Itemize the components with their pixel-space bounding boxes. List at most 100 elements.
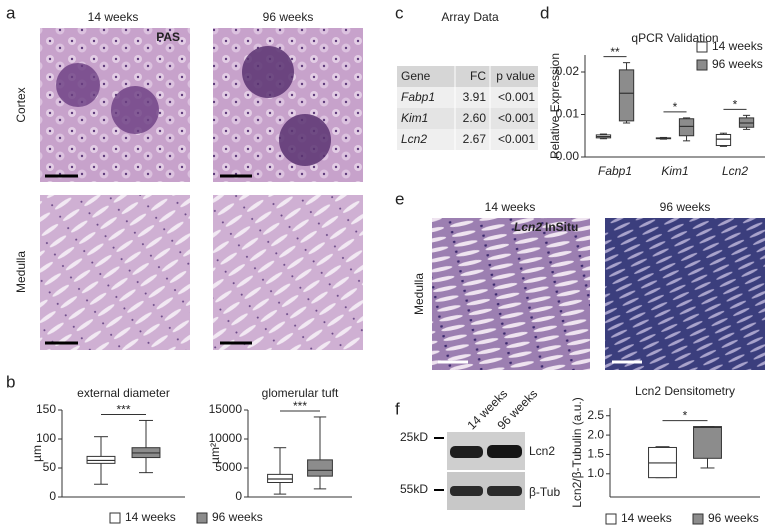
column-label: 14 weeks [485, 200, 536, 214]
stain-label: PAS [156, 30, 180, 44]
significance-label: ** [610, 45, 620, 59]
y-tick-label: 1.5 [587, 447, 604, 461]
box [715, 133, 732, 147]
y-tick-label: 50 [43, 460, 57, 474]
stain-gene: Lcn2 [514, 220, 542, 234]
table-header-row [397, 66, 538, 87]
table-row [397, 108, 538, 129]
legend-swatch [605, 513, 617, 525]
significance-label: *** [116, 403, 130, 417]
legend-swatch [196, 512, 208, 524]
glomerulus [111, 86, 159, 134]
legend-label: 96 weeks [712, 57, 763, 71]
blot-band [487, 486, 522, 496]
chart-title: external diameter [77, 386, 170, 400]
legend-label: 96 weeks [708, 511, 759, 525]
band-label: Lcn2 [529, 444, 555, 458]
legend-swatch [109, 512, 121, 524]
legend-label: 14 weeks [712, 39, 763, 53]
table-cell: <0.001 [498, 132, 535, 146]
in-situ-image [432, 218, 590, 370]
panel-labels: a b c d e f [6, 3, 549, 418]
y-tick-label: 0 [235, 489, 242, 503]
chart-title: glomerular tuft [262, 386, 339, 400]
array-table: Array Data Gene FC p value Fabp1 3.91 <0… [397, 10, 538, 150]
legend-label: 14 weeks [621, 511, 672, 525]
in-situ-panel: 14 weeks 96 weeks Medulla Lcn2 InSitu [412, 200, 765, 370]
y-tick-label: 100 [36, 431, 56, 445]
legend-swatch [696, 41, 708, 53]
box [678, 118, 695, 137]
table-header: FC [470, 69, 486, 83]
y-axis-label: Lcn2/β-Tubulin (a.u.) [570, 397, 584, 508]
chart-title: Lcn2 Densitometry [635, 384, 735, 398]
row-label: Medulla [412, 273, 426, 315]
significance-label: * [683, 409, 688, 423]
panel-label: e [395, 189, 404, 208]
glomerulus [242, 46, 294, 98]
table-row [397, 87, 538, 108]
legend-label: 96 weeks [212, 510, 263, 524]
table-cell: 3.91 [463, 90, 487, 104]
marker-label: 25kD [400, 430, 428, 444]
stain-method: InSitu [545, 220, 578, 234]
significance-label: *** [293, 399, 307, 413]
western-blot: 14 weeks 96 weeks 25kD 55kD Lcn2 β-Tub [400, 387, 560, 510]
significance-label: * [733, 98, 738, 112]
y-tick-label: 15000 [209, 402, 243, 416]
y-tick-label: 0 [49, 489, 56, 503]
table-cell: <0.001 [498, 90, 535, 104]
table-cell: 2.60 [463, 111, 487, 125]
panel-label: a [6, 3, 16, 22]
column-label: 96 weeks [660, 200, 711, 214]
histology-image [213, 195, 363, 350]
blot-band [450, 446, 483, 458]
table-cell: 2.67 [463, 132, 487, 146]
row-label: Cortex [14, 87, 28, 122]
column-label: 96 weeks [263, 10, 314, 24]
table-cell: Fabp1 [401, 90, 435, 104]
marker-label: 55kD [400, 482, 428, 496]
y-axis-label: Relative Expression [548, 53, 562, 159]
x-tick-label: Fabp1 [598, 164, 632, 178]
panel-label: c [395, 3, 404, 22]
y-axis-label: µm² [208, 443, 222, 464]
table-title: Array Data [441, 10, 499, 24]
glomerulus [56, 63, 100, 107]
y-tick-label: 0.02 [556, 64, 580, 78]
band-label: β-Tub [529, 485, 560, 499]
table-row [397, 129, 538, 150]
significance-label: * [673, 100, 678, 114]
y-tick-label: 0.00 [556, 149, 580, 163]
panel-label: b [6, 372, 15, 391]
y-tick-label: 5000 [215, 460, 242, 474]
histology-panel: 14 weeks 96 weeks Cortex Medulla PAS [14, 10, 363, 350]
table-header: p value [496, 69, 535, 83]
blot-band [487, 445, 522, 458]
x-tick-label: Kim1 [661, 164, 688, 178]
blot-band [450, 486, 483, 496]
table-header: Gene [401, 69, 431, 83]
y-tick-label: 0.01 [556, 107, 580, 121]
table-cell: Lcn2 [401, 132, 427, 146]
in-situ-image [605, 218, 765, 370]
row-label: Medulla [14, 251, 28, 293]
legend-swatch [692, 513, 704, 525]
y-tick-label: 2.0 [587, 427, 604, 441]
y-tick-label: 1.0 [587, 466, 604, 480]
box [693, 426, 722, 459]
table-cell: <0.001 [498, 111, 535, 125]
y-tick-label: 10000 [209, 431, 243, 445]
table-cell: Kim1 [401, 111, 428, 125]
column-label: 14 weeks [88, 10, 139, 24]
x-tick-label: Lcn2 [722, 164, 748, 178]
panel-label: d [540, 3, 549, 22]
box [307, 459, 333, 477]
histology-image [40, 195, 190, 350]
y-axis-label: µm [30, 445, 44, 462]
legend-swatch [696, 59, 708, 71]
y-tick-label: 2.5 [587, 408, 604, 422]
panel-label: f [395, 399, 400, 418]
legend-label: 14 weeks [125, 510, 176, 524]
